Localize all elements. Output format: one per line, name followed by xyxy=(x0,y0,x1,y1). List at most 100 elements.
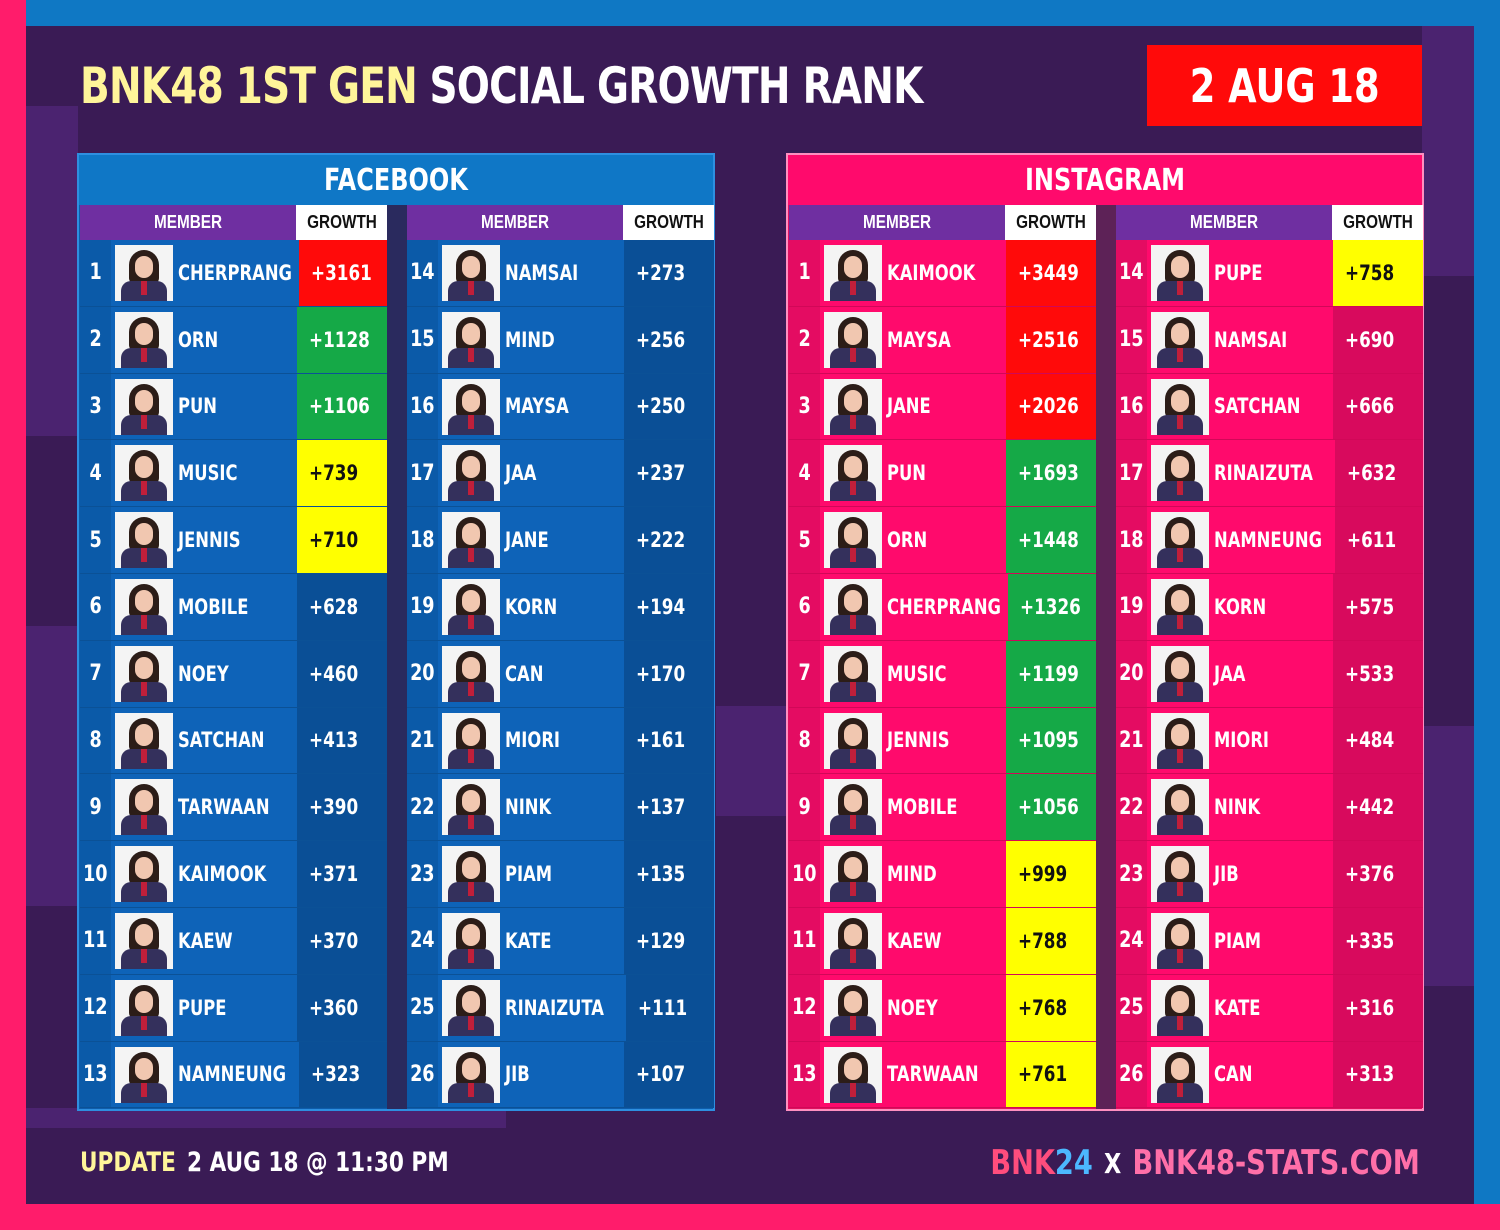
growth-cell: +1326 xyxy=(1007,573,1096,640)
member-name: NAMSAI xyxy=(505,260,579,285)
growth-cell: +628 xyxy=(297,573,387,640)
member-photo xyxy=(115,512,174,569)
rank-number: 20 xyxy=(410,661,435,687)
member-name: MIND xyxy=(505,327,556,352)
member-name-cell: MUSIC xyxy=(887,641,1006,707)
brand-site-link[interactable]: BNK48-STATS.COM xyxy=(1132,1143,1420,1183)
rank-cell: 1 xyxy=(789,240,821,306)
facebook-panel-header: FACEBOOK xyxy=(79,155,713,205)
member-name: KAIMOOK xyxy=(178,862,267,887)
member-name: TARWAAN xyxy=(178,795,271,820)
growth-cell: +256 xyxy=(624,306,714,373)
rank-number: 18 xyxy=(1119,527,1144,553)
member-photo xyxy=(824,712,883,769)
rank-cell: 10 xyxy=(80,841,112,907)
growth-cell: +758 xyxy=(1333,240,1423,306)
growth-value: +1128 xyxy=(309,327,371,352)
member-name-cell: JANE xyxy=(887,374,1006,440)
table-row: 6 MOBILE +628 xyxy=(80,573,387,641)
facebook-title: FACEBOOK xyxy=(324,162,468,198)
growth-cell: +161 xyxy=(624,707,714,774)
member-name: NAMSAI xyxy=(1214,327,1288,352)
member-name: SATCHAN xyxy=(1214,394,1301,419)
growth-value: +111 xyxy=(637,995,687,1020)
member-name-cell: NOEY xyxy=(887,975,1006,1041)
table-row: 19 KORN +575 xyxy=(1116,573,1423,641)
instagram-column-right: MEMBER GROWTH 14 PUPE +758 15 NAMSAI +690 16 SA… xyxy=(1116,205,1423,1109)
member-photo xyxy=(115,378,174,435)
growth-cell: +484 xyxy=(1333,707,1423,774)
member-photo xyxy=(442,846,501,903)
member-name-cell: MOBILE xyxy=(887,774,1006,840)
member-name-cell: NAMSAI xyxy=(1214,307,1333,373)
growth-cell: +1199 xyxy=(1006,640,1096,707)
member-name: CAN xyxy=(1214,1062,1253,1087)
growth-cell: +170 xyxy=(624,640,714,707)
column-header: MEMBER GROWTH xyxy=(80,205,387,240)
rank-number: 20 xyxy=(1119,661,1144,687)
table-row: 1 CHERPRANG +3161 xyxy=(80,240,387,307)
member-name: JANE xyxy=(887,394,932,419)
table-row: 13 TARWAAN +761 xyxy=(789,1041,1096,1109)
member-photo xyxy=(442,378,501,435)
rank-cell: 2 xyxy=(789,306,821,373)
member-name-cell: MUSIC xyxy=(178,440,297,506)
growth-cell: +222 xyxy=(624,507,714,573)
member-name: RINAIZUTA xyxy=(1213,461,1313,486)
table-row: 20 JAA +533 xyxy=(1116,640,1423,708)
growth-value: +137 xyxy=(636,795,686,820)
table-row: 17 JAA +237 xyxy=(407,440,714,508)
rank-cell: 20 xyxy=(407,640,439,707)
member-name-cell: PUPE xyxy=(1214,240,1333,306)
table-row: 15 NAMSAI +690 xyxy=(1116,306,1423,374)
table-row: 24 KATE +129 xyxy=(407,907,714,975)
growth-value: +371 xyxy=(309,862,359,887)
rank-number: 15 xyxy=(410,327,435,353)
rank-number: 2 xyxy=(798,327,811,353)
member-name-cell: NAMSAI xyxy=(505,240,624,306)
growth-value: +666 xyxy=(1345,394,1395,419)
table-row: 4 PUN +1693 xyxy=(789,440,1096,508)
column-header: MEMBER GROWTH xyxy=(407,205,714,240)
member-photo xyxy=(1150,512,1209,569)
table-row: 10 KAIMOOK +371 xyxy=(80,841,387,908)
table-row: 9 MOBILE +1056 xyxy=(789,774,1096,842)
member-name-cell: RINAIZUTA xyxy=(505,975,626,1041)
rank-cell: 3 xyxy=(80,373,112,440)
member-photo xyxy=(115,445,174,502)
update-time: 2 AUG 18 @ 11:30 PM xyxy=(187,1146,449,1178)
growth-cell: +1128 xyxy=(297,306,387,373)
update-label: UPDATE xyxy=(80,1146,176,1178)
growth-header: GROWTH xyxy=(1342,212,1413,232)
table-row: 3 JANE +2026 xyxy=(789,373,1096,441)
growth-value: +2026 xyxy=(1018,394,1080,419)
member-name-cell: KAEW xyxy=(887,908,1006,974)
growth-value: +632 xyxy=(1346,461,1396,486)
rank-cell: 26 xyxy=(407,1041,439,1108)
growth-value: +390 xyxy=(309,795,359,820)
growth-value: +575 xyxy=(1345,594,1395,619)
member-name-cell: JAA xyxy=(1214,641,1333,707)
growth-cell: +3449 xyxy=(1006,240,1096,306)
rank-cell: 2 xyxy=(80,306,112,373)
growth-value: +194 xyxy=(636,594,686,619)
rank-number: 1 xyxy=(89,260,102,286)
frame-left-border xyxy=(0,0,26,1230)
growth-cell: +316 xyxy=(1333,974,1423,1041)
table-row: 2 MAYSA +2516 xyxy=(789,306,1096,374)
rank-number: 4 xyxy=(798,460,811,486)
table-row: 22 NINK +442 xyxy=(1116,774,1423,842)
member-photo xyxy=(824,445,883,502)
growth-cell: +2026 xyxy=(1006,373,1096,440)
member-photo xyxy=(114,245,173,301)
growth-cell: +390 xyxy=(297,774,387,841)
member-photo xyxy=(115,578,174,635)
rank-number: 14 xyxy=(410,260,435,286)
member-header: MEMBER xyxy=(154,212,222,232)
table-row: 3 PUN +1106 xyxy=(80,373,387,441)
growth-cell: +413 xyxy=(297,707,387,774)
rank-number: 8 xyxy=(798,727,811,753)
table-row: 24 PIAM +335 xyxy=(1116,907,1423,975)
rank-number: 26 xyxy=(410,1061,435,1087)
rank-cell: 21 xyxy=(407,707,439,774)
